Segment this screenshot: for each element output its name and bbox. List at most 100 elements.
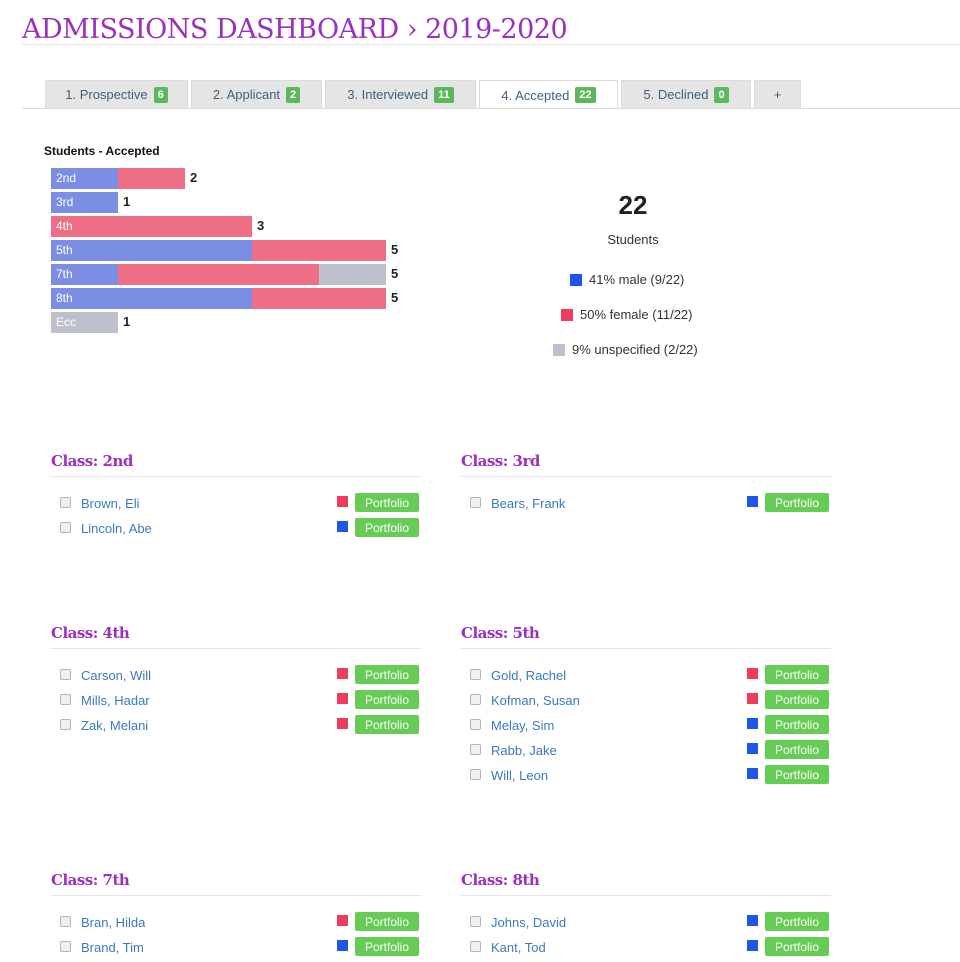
student-checkbox[interactable] xyxy=(60,497,71,508)
student-name-link[interactable]: Kant, Tod xyxy=(491,940,546,955)
student-name-link[interactable]: Melay, Sim xyxy=(491,718,555,733)
tabs-divider xyxy=(22,108,960,109)
tab-label: 4. Accepted xyxy=(501,87,570,103)
portfolio-button[interactable]: Portfolio xyxy=(355,912,419,931)
legend-item-female: 50% female (11/22) xyxy=(561,307,693,322)
student-name-link[interactable]: Carson, Will xyxy=(81,668,152,683)
bar-segment-female xyxy=(118,168,185,189)
student-row: Lincoln, Abe Portfolio xyxy=(51,518,421,543)
tab-5[interactable]: 5. Declined 0 xyxy=(621,80,751,108)
legend-text: 50% female (11/22) xyxy=(580,307,693,322)
class-block: Class: 2nd Brown, Eli Portfolio Lincoln, Ab… xyxy=(51,452,421,543)
student-row: Zak, Melani Portfolio xyxy=(51,715,421,740)
gender-indicator-male xyxy=(747,496,758,507)
gender-indicator-female xyxy=(337,915,348,926)
bar-segment-male xyxy=(51,288,252,309)
gender-indicator-female xyxy=(337,668,348,679)
student-checkbox[interactable] xyxy=(60,719,71,730)
class-divider xyxy=(461,895,831,896)
class-divider xyxy=(461,476,831,477)
portfolio-button[interactable]: Portfolio xyxy=(765,937,829,956)
student-checkbox[interactable] xyxy=(60,941,71,952)
legend-text: 9% unspecified (2/22) xyxy=(572,342,698,357)
portfolio-button[interactable]: Portfolio xyxy=(355,690,419,709)
student-name-link[interactable]: Kofman, Susan xyxy=(491,693,580,708)
portfolio-button[interactable]: Portfolio xyxy=(355,493,419,512)
gender-indicator-female xyxy=(747,668,758,679)
class-title: Class: 7th xyxy=(51,871,130,889)
tab-label: 3. Interviewed xyxy=(347,87,429,102)
student-checkbox[interactable] xyxy=(470,941,481,952)
tab-count-badge: 22 xyxy=(575,87,596,103)
student-name-link[interactable]: Brand, Tim xyxy=(81,940,144,955)
portfolio-button[interactable]: Portfolio xyxy=(765,493,829,512)
class-block: Class: 7th Bran, Hilda Portfolio Brand, Tim… xyxy=(51,871,421,962)
student-row: Rabb, Jake Portfolio xyxy=(461,740,831,765)
student-row: Bran, Hilda Portfolio xyxy=(51,912,421,937)
gender-indicator-female xyxy=(747,693,758,704)
class-title: Class: 5th xyxy=(461,624,540,642)
portfolio-button[interactable]: Portfolio xyxy=(355,715,419,734)
student-name-link[interactable]: Johns, David xyxy=(491,915,567,930)
student-checkbox[interactable] xyxy=(470,744,481,755)
bar-category-label: 5th xyxy=(56,243,73,257)
tab-label: 5. Declined xyxy=(643,87,709,102)
legend-text: 41% male (9/22) xyxy=(589,272,685,287)
bar-segment-male xyxy=(51,240,252,261)
portfolio-button[interactable]: Portfolio xyxy=(765,690,829,709)
tab-4[interactable]: 4. Accepted 22 xyxy=(479,80,618,109)
class-title: Class: 2nd xyxy=(51,452,133,470)
student-checkbox[interactable] xyxy=(60,694,71,705)
student-checkbox[interactable] xyxy=(470,497,481,508)
tab-count-badge: 6 xyxy=(153,86,168,103)
student-checkbox[interactable] xyxy=(60,916,71,927)
class-divider xyxy=(51,648,421,649)
student-name-link[interactable]: Will, Leon xyxy=(491,768,549,783)
portfolio-button[interactable]: Portfolio xyxy=(765,765,829,784)
tab-1[interactable]: 1. Prospective 6 xyxy=(45,80,188,108)
student-name-link[interactable]: Bran, Hilda xyxy=(81,915,146,930)
student-list: Gold, Rachel Portfolio Kofman, Susan Portfo… xyxy=(461,665,831,790)
class-block: Class: 3rd Bears, Frank Portfolio xyxy=(461,452,831,518)
portfolio-button[interactable]: Portfolio xyxy=(355,518,419,537)
class-title: Class: 3rd xyxy=(461,452,540,470)
bar-segment-male xyxy=(51,264,118,285)
portfolio-button[interactable]: Portfolio xyxy=(765,715,829,734)
student-checkbox[interactable] xyxy=(470,719,481,730)
bar-segment-female xyxy=(51,216,252,237)
tab-count-badge: 0 xyxy=(714,86,729,103)
tab-label: 2. Applicant xyxy=(212,87,281,102)
student-checkbox[interactable] xyxy=(470,769,481,780)
gender-indicator-male xyxy=(747,768,758,779)
student-name-link[interactable]: Mills, Hadar xyxy=(81,693,150,708)
student-checkbox[interactable] xyxy=(470,669,481,680)
bar-segment-unspecified xyxy=(319,264,386,285)
bar-segment-unspecified xyxy=(51,312,118,333)
student-checkbox[interactable] xyxy=(60,522,71,533)
summary-label: Students xyxy=(607,232,659,247)
gender-indicator-male xyxy=(337,940,348,951)
pipeline-tabs: 1. Prospective 6 2. Applicant 2 3. Interview… xyxy=(45,80,804,109)
tab-2[interactable]: 2. Applicant 2 xyxy=(191,80,322,108)
legend-swatch xyxy=(561,308,573,321)
legend-item-male: 41% male (9/22) xyxy=(570,272,684,287)
student-name-link[interactable]: Brown, Eli xyxy=(81,496,140,511)
student-name-link[interactable]: Lincoln, Abe xyxy=(81,521,152,536)
student-row: Will, Leon Portfolio xyxy=(461,765,831,790)
student-checkbox[interactable] xyxy=(60,669,71,680)
student-checkbox[interactable] xyxy=(470,916,481,927)
portfolio-button[interactable]: Portfolio xyxy=(355,665,419,684)
tab-6[interactable]: + xyxy=(754,80,801,108)
portfolio-button[interactable]: Portfolio xyxy=(765,912,829,931)
student-name-link[interactable]: Bears, Frank xyxy=(491,496,566,511)
portfolio-button[interactable]: Portfolio xyxy=(765,665,829,684)
tab-3[interactable]: 3. Interviewed 11 xyxy=(325,80,476,108)
portfolio-button[interactable]: Portfolio xyxy=(765,740,829,759)
student-checkbox[interactable] xyxy=(470,694,481,705)
student-name-link[interactable]: Rabb, Jake xyxy=(491,743,557,758)
student-name-link[interactable]: Zak, Melani xyxy=(81,718,149,733)
portfolio-button[interactable]: Portfolio xyxy=(355,937,419,956)
student-name-link[interactable]: Gold, Rachel xyxy=(491,668,567,683)
summary-count: 22 xyxy=(618,190,648,220)
class-title: Class: 4th xyxy=(51,624,130,642)
